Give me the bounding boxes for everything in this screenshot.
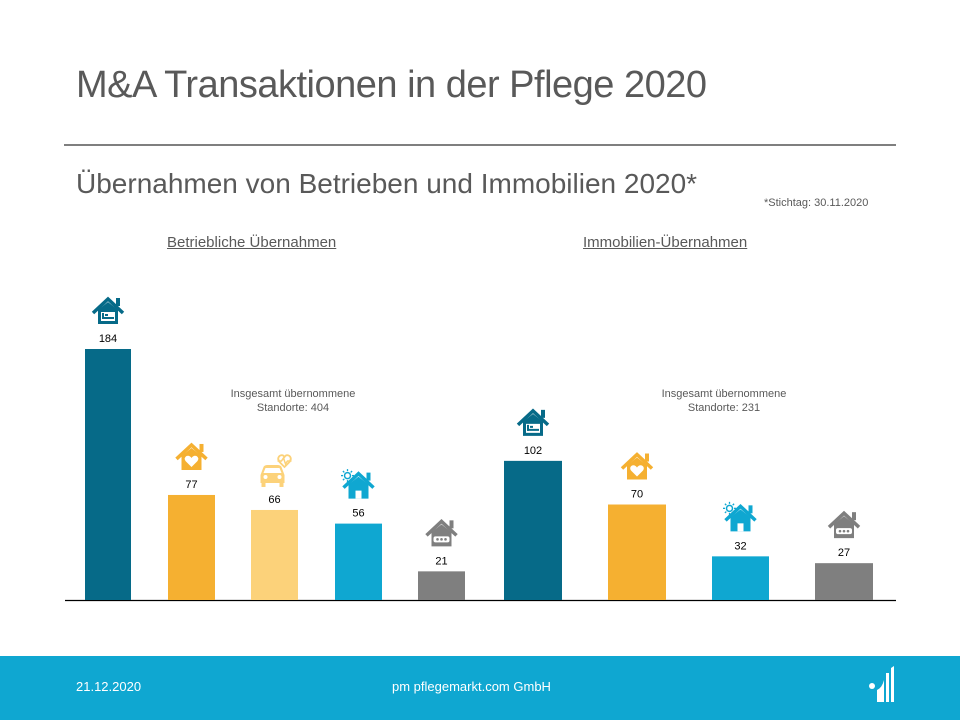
footer-bar: 21.12.2020 pm pflegemarkt.com GmbH (0, 656, 960, 720)
heartbeat-line (277, 456, 292, 466)
house-roof (425, 518, 458, 537)
total-note-line2: Standorte: 404 (256, 402, 330, 414)
bar (504, 460, 562, 600)
sun-ray (732, 503, 735, 506)
bar-chart: 184 77 66 56 21 102 70 32 27 (65, 296, 896, 602)
sun-ray (724, 511, 727, 514)
total-note-line2: Standorte: 231 (687, 402, 761, 414)
house-bed-icon (91, 296, 125, 324)
dot (440, 538, 443, 541)
house-sun-icon (341, 469, 375, 499)
house-roof (342, 471, 375, 489)
house-roof (516, 408, 550, 427)
bar (418, 571, 465, 600)
sun-circle (343, 471, 352, 480)
house-roof (620, 452, 654, 470)
house-chimney (541, 409, 545, 418)
bed-head (102, 313, 104, 319)
house-dots-icon (425, 518, 458, 547)
house-roof (827, 510, 861, 529)
data-label: 184 (99, 333, 117, 345)
house-sun-icon (723, 501, 757, 532)
bed-area (101, 312, 115, 321)
bar (712, 556, 769, 600)
house-chimney (852, 512, 856, 521)
data-label: 21 (435, 555, 447, 567)
dot (846, 529, 850, 533)
total-note-immobilien: Insgesamt übernommene Standorte: 231 (634, 387, 814, 415)
total-note-betriebe: Insgesamt übernommene Standorte: 404 (203, 387, 383, 415)
footer-date: 21.12.2020 (76, 679, 142, 694)
total-note-line1: Insgesamt übernommene (230, 388, 356, 400)
house-roof (724, 503, 757, 522)
footnote: *Stichtag: 30.11.2020 (764, 197, 869, 209)
car-heartbeat-icon (260, 454, 292, 487)
sun-ray (342, 470, 345, 473)
house-chimney (449, 520, 454, 529)
data-label: 102 (524, 445, 542, 457)
house-dots-icon (827, 510, 861, 539)
bar (168, 494, 215, 600)
car-light (263, 474, 268, 479)
data-label: 77 (185, 479, 197, 491)
dot (444, 538, 447, 541)
house-door (737, 523, 744, 532)
dot (436, 538, 439, 541)
heart-shape (630, 465, 644, 477)
house-heart-icon (175, 442, 208, 470)
house-chimney (645, 453, 649, 462)
house-chimney (116, 298, 120, 306)
bar (608, 504, 666, 600)
bar (85, 349, 131, 600)
house-roof (91, 296, 125, 315)
car-window (263, 467, 282, 473)
house-chimney (366, 472, 371, 481)
total-note-line1: Insgesamt übernommene (661, 388, 787, 400)
dot (842, 529, 846, 533)
bar (815, 563, 873, 600)
data-label: 56 (352, 508, 364, 520)
sun-ray (724, 503, 727, 506)
data-label: 27 (838, 547, 850, 559)
heart-outline (277, 454, 292, 469)
data-label: 70 (631, 489, 643, 501)
bed-pillow (105, 314, 108, 316)
bed-head (527, 424, 529, 431)
car-wheel (279, 482, 284, 487)
bed-frame (102, 317, 114, 319)
sun-circle (725, 504, 734, 513)
house-roof (175, 442, 208, 461)
dot (838, 529, 842, 533)
bar (335, 523, 382, 600)
house-heart-icon (620, 452, 654, 480)
sun-ray (350, 478, 353, 481)
house-chimney (748, 505, 753, 514)
car-light (277, 474, 282, 479)
section-label-betriebe: Betriebliche Übernahmen (167, 234, 337, 251)
bar (251, 509, 298, 600)
title-divider (64, 144, 896, 146)
bed-frame (527, 428, 539, 431)
house-body (348, 476, 369, 499)
house-chimney (199, 443, 204, 452)
sun-ray (342, 478, 345, 481)
pflegemarkt-logo-icon (869, 666, 894, 702)
bed-area (526, 423, 540, 433)
car-wheel (261, 482, 266, 487)
car-body (260, 464, 285, 483)
house-bed-icon (516, 408, 550, 436)
heart-shape (184, 455, 199, 467)
page-title: M&A Transaktionen in der Pflege 2020 (76, 64, 707, 106)
section-label-immobilien: Immobilien-Übernahmen (583, 234, 748, 251)
footer-company: pm pflegemarkt.com GmbH (392, 679, 551, 694)
house-body (730, 509, 751, 532)
bed-pillow (530, 425, 533, 428)
sun-ray (732, 511, 735, 514)
sun-ray (350, 470, 353, 473)
chart-subtitle: Übernahmen von Betrieben und Immobilien … (76, 168, 698, 199)
data-label: 32 (734, 540, 746, 552)
house-door (355, 490, 362, 499)
data-label: 66 (268, 494, 280, 506)
